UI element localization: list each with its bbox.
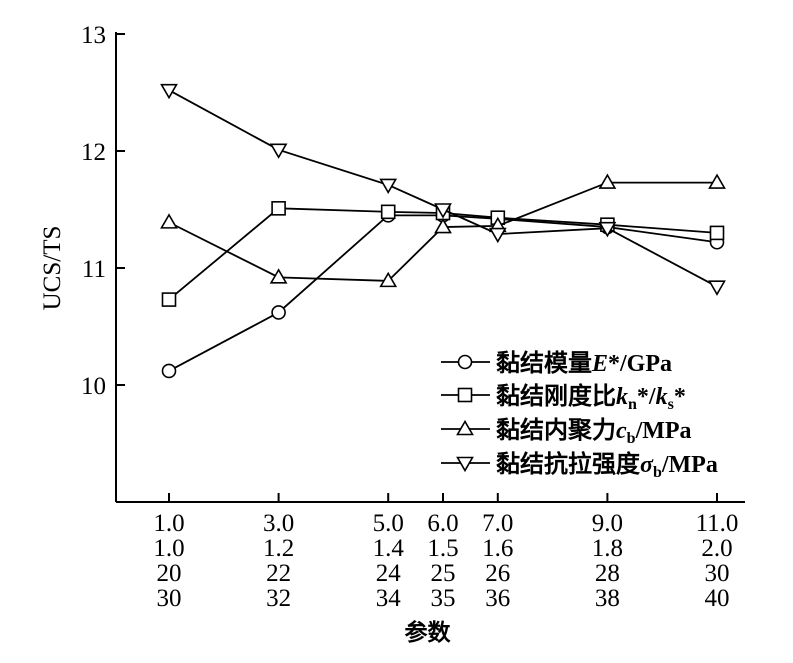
series-line	[168, 89, 718, 288]
series-line	[168, 214, 718, 372]
x-tick-label: 25	[431, 560, 456, 587]
data-point-triangle-down	[598, 221, 617, 238]
data-point-triangle-up	[379, 271, 398, 288]
x-tick-label: 38	[595, 585, 620, 612]
x-tick-label: 1.5	[427, 535, 458, 562]
x-tick-label: 7.0	[482, 510, 513, 537]
data-point-triangle-up	[160, 213, 178, 229]
data-point-square	[380, 204, 396, 220]
data-point-triangle-up	[269, 268, 288, 284]
legend-item: 黏结内聚力cb/MPa	[441, 416, 692, 447]
data-point-circle	[271, 305, 286, 320]
x-tick-label: 30	[705, 560, 730, 587]
x-tick-label: 11.0	[696, 510, 739, 537]
x-tick-label: 1.4	[373, 535, 405, 562]
data-point-triangle-down	[269, 143, 288, 159]
x-tick-label: 1.0	[153, 510, 184, 537]
legend-item: 黏结刚度比kn*/ks*	[441, 382, 686, 413]
x-tick-label: 1.8	[592, 535, 623, 562]
x-tick-label: 9.0	[592, 510, 623, 537]
legend-marker-triangle-up	[456, 419, 474, 436]
data-point-triangle-down	[488, 227, 507, 244]
data-point-triangle-down	[379, 178, 398, 195]
axes: 101112131.01.020303.01.222325.01.424346.…	[81, 22, 745, 612]
x-tick-label: 32	[266, 585, 291, 612]
series-triangle-up	[160, 173, 726, 288]
data-point-square	[271, 201, 286, 216]
y-tick-label: 10	[81, 373, 106, 400]
legend-marker-circle	[457, 354, 473, 370]
x-tick-label: 35	[431, 585, 456, 612]
x-tick-label: 6.0	[427, 510, 458, 537]
x-tick-label: 22	[266, 560, 291, 587]
data-point-triangle-down	[434, 203, 452, 219]
x-tick-label: 1.0	[153, 535, 184, 562]
data-point-triangle-down	[708, 280, 726, 296]
data-point-triangle-up	[708, 173, 726, 189]
legend-item: 黏结模量E*/GPa	[441, 349, 672, 377]
x-tick-label: 3.0	[263, 510, 294, 537]
x-tick-label: 1.6	[482, 535, 513, 562]
legend-item: 黏结抗拉强度σb/MPa	[441, 450, 718, 481]
legend: 黏结模量E*/GPa 黏结刚度比kn*/ks*黏结内聚力cb/MPa黏结抗拉强度σ…	[441, 349, 718, 481]
data-point-triangle-up	[434, 217, 452, 234]
series-triangle-down	[160, 83, 726, 296]
legend-label: 黏结模量E*/GPa	[496, 349, 672, 377]
y-tick-label: 12	[81, 139, 106, 166]
x-tick-label: 24	[376, 560, 402, 587]
x-tick-label: 34	[376, 585, 402, 612]
x-tick-label: 26	[485, 560, 510, 587]
y-tick-label: 13	[81, 22, 106, 49]
y-axis-label: UCS/TS	[39, 226, 66, 311]
x-tick-label: 40	[705, 585, 730, 612]
data-point-triangle-down	[160, 83, 178, 100]
x-tick-label: 20	[157, 560, 182, 587]
legend-marker-square	[457, 387, 473, 403]
data-point-square	[709, 225, 725, 241]
x-tick-label: 30	[157, 585, 182, 612]
x-axis-label: 参数	[405, 619, 452, 646]
legend-label: 黏结刚度比kn*/ks*	[496, 382, 686, 413]
data-point-triangle-up	[598, 173, 617, 189]
legend-label: 黏结内聚力cb/MPa	[496, 416, 692, 447]
x-tick-label: 36	[485, 585, 510, 612]
x-tick-label: 5.0	[373, 510, 404, 537]
data-point-square	[161, 292, 177, 307]
y-tick-label: 11	[82, 256, 106, 283]
data-point-circle	[161, 363, 177, 379]
series-layer	[160, 83, 726, 379]
x-tick-label: 2.0	[701, 535, 732, 562]
legend-marker-triangle-down	[456, 456, 474, 473]
x-tick-label: 28	[595, 560, 620, 587]
legend-label: 黏结抗拉强度σb/MPa	[496, 450, 718, 481]
x-tick-label: 1.2	[263, 535, 294, 562]
